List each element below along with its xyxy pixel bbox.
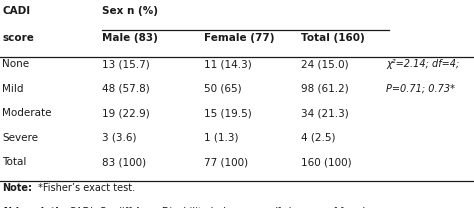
Text: Total: Total xyxy=(2,157,27,167)
Text: χ²=2.14; df=4;: χ²=2.14; df=4; xyxy=(386,59,460,69)
Text: None: None xyxy=(2,59,29,69)
Text: 15 (19.5): 15 (19.5) xyxy=(204,108,252,118)
Text: Total (160): Total (160) xyxy=(301,33,365,43)
Text: , degrees of freedom.: , degrees of freedom. xyxy=(279,207,383,208)
Text: Abbreviations:: Abbreviations: xyxy=(2,207,83,208)
Text: df: df xyxy=(270,207,280,208)
Text: Note:: Note: xyxy=(2,183,32,193)
Text: 160 (100): 160 (100) xyxy=(301,157,352,167)
Text: 11 (14.3): 11 (14.3) xyxy=(204,59,252,69)
Text: 1 (1.3): 1 (1.3) xyxy=(204,133,238,143)
Text: 24 (15.0): 24 (15.0) xyxy=(301,59,348,69)
Text: *Fisher’s exact test.: *Fisher’s exact test. xyxy=(35,183,135,193)
Text: 13 (15.7): 13 (15.7) xyxy=(102,59,150,69)
Text: 3 (3.6): 3 (3.6) xyxy=(102,133,137,143)
Text: Male (83): Male (83) xyxy=(102,33,158,43)
Text: 34 (21.3): 34 (21.3) xyxy=(301,108,349,118)
Text: 83 (100): 83 (100) xyxy=(102,157,146,167)
Text: Sex n (%): Sex n (%) xyxy=(102,6,158,16)
Text: Mild: Mild xyxy=(2,84,24,94)
Text: score: score xyxy=(2,33,34,43)
Text: CADI, Cardiff Acne Disability Index;: CADI, Cardiff Acne Disability Index; xyxy=(66,207,244,208)
Text: 77 (100): 77 (100) xyxy=(204,157,248,167)
Text: 4 (2.5): 4 (2.5) xyxy=(301,133,336,143)
Text: CADI: CADI xyxy=(2,6,30,16)
Text: Female (77): Female (77) xyxy=(204,33,274,43)
Text: Severe: Severe xyxy=(2,133,38,143)
Text: Moderate: Moderate xyxy=(2,108,52,118)
Text: 50 (65): 50 (65) xyxy=(204,84,241,94)
Text: 19 (22.9): 19 (22.9) xyxy=(102,108,150,118)
Text: 98 (61.2): 98 (61.2) xyxy=(301,84,349,94)
Text: 48 (57.8): 48 (57.8) xyxy=(102,84,150,94)
Text: P=0.71; 0.73*: P=0.71; 0.73* xyxy=(386,84,456,94)
